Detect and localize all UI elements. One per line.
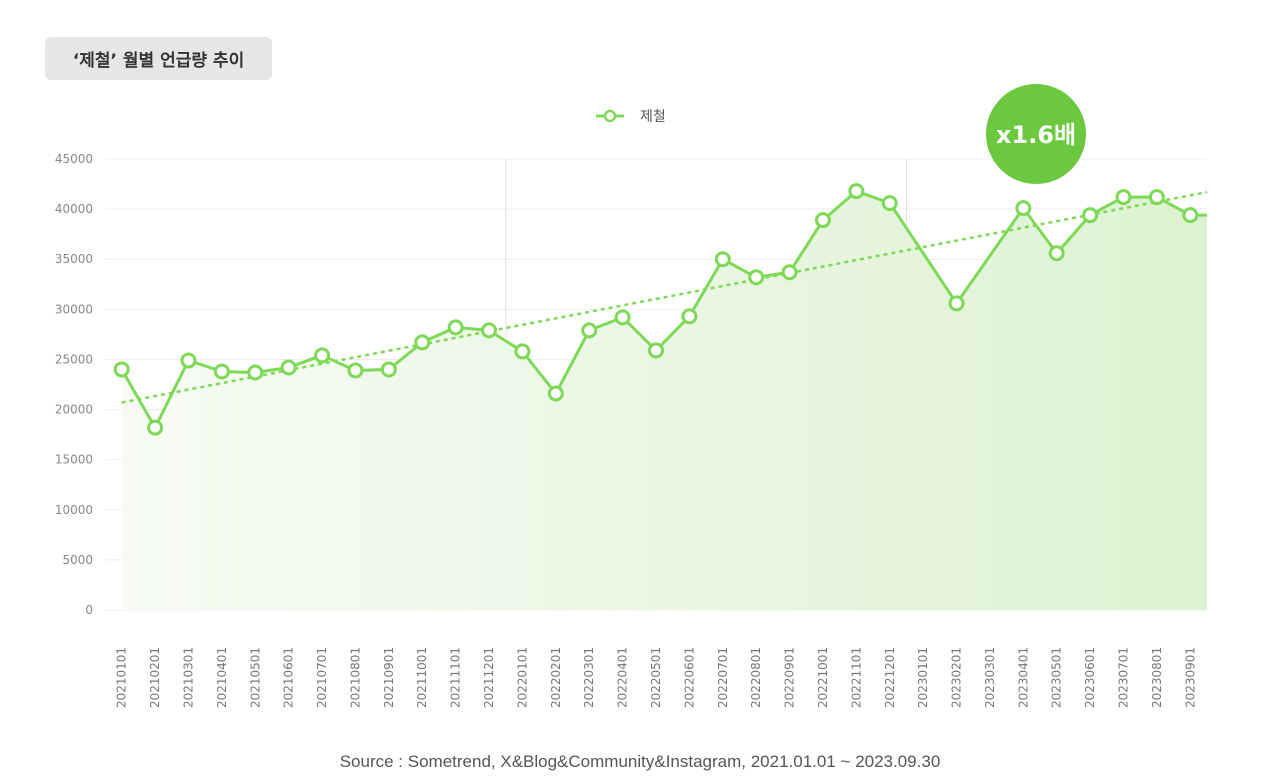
x-tick-label: 20220101 xyxy=(515,647,529,708)
data-point xyxy=(1115,189,1132,206)
data-point xyxy=(380,361,397,378)
x-tick-label: 20221001 xyxy=(816,647,830,708)
data-point xyxy=(247,364,264,381)
x-tick-label: 20230401 xyxy=(1016,647,1030,708)
x-tick-label: 20230701 xyxy=(1117,647,1131,708)
data-point xyxy=(481,322,498,339)
x-tick-label: 20210401 xyxy=(215,647,229,708)
x-tick-label: 20220801 xyxy=(749,647,763,708)
data-point xyxy=(180,352,197,369)
data-point xyxy=(113,361,130,378)
y-tick-label: 35000 xyxy=(55,252,93,266)
x-tick-label: 20220601 xyxy=(682,647,696,708)
data-point xyxy=(147,419,164,436)
source-note: Source : Sometrend, X&Blog&Community&Ins… xyxy=(339,752,941,771)
data-point xyxy=(714,251,731,268)
data-point xyxy=(681,308,698,325)
legend-marker xyxy=(603,109,617,123)
x-tick-label: 20220901 xyxy=(783,647,797,708)
x-tick-label: 20220501 xyxy=(649,647,663,708)
y-tick-label: 45000 xyxy=(55,152,93,166)
data-point xyxy=(814,212,831,229)
x-tick-label: 20221201 xyxy=(883,647,897,708)
x-tick-label: 20210801 xyxy=(348,647,362,708)
x-tick-label: 20210601 xyxy=(282,647,296,708)
y-tick-label: 5000 xyxy=(62,553,93,567)
growth-badge-circle xyxy=(986,84,1086,184)
x-tick-label: 20230201 xyxy=(950,647,964,708)
data-point xyxy=(547,385,564,402)
y-tick-label: 30000 xyxy=(55,302,93,316)
data-point xyxy=(447,319,464,336)
x-tick-label: 20220401 xyxy=(616,647,630,708)
x-tick-label: 20210201 xyxy=(148,647,162,708)
y-tick-label: 20000 xyxy=(55,403,93,417)
data-point xyxy=(881,195,898,212)
x-tick-label: 20230801 xyxy=(1150,647,1164,708)
x-tick-label: 20220201 xyxy=(549,647,563,708)
series-area-jecheol xyxy=(121,191,1207,610)
data-point xyxy=(280,359,297,376)
x-tick-label: 20211201 xyxy=(482,647,496,708)
y-tick-label: 10000 xyxy=(55,503,93,517)
x-tick-label: 20210301 xyxy=(181,647,195,708)
x-tick-label: 20210101 xyxy=(115,647,129,708)
series-line-jecheol xyxy=(120,189,1207,430)
x-tick-label: 20230901 xyxy=(1183,647,1197,708)
y-tick-label: 15000 xyxy=(55,453,93,467)
x-tick-label: 20221101 xyxy=(849,647,863,708)
data-point xyxy=(1015,200,1032,217)
data-point xyxy=(614,309,631,326)
legend: 제철 xyxy=(596,109,666,125)
data-point xyxy=(748,269,765,286)
data-point xyxy=(1148,189,1165,206)
data-point xyxy=(581,322,598,339)
y-tick-label: 25000 xyxy=(55,352,93,366)
x-tick-label: 20230101 xyxy=(916,647,930,708)
growth-badge: x1.6배 xyxy=(986,84,1086,184)
x-tick-label: 20210901 xyxy=(382,647,396,708)
x-tick-label: 20211001 xyxy=(415,647,429,708)
legend-label: 제철 xyxy=(640,109,666,125)
data-point xyxy=(347,362,364,379)
data-point xyxy=(781,264,798,281)
growth-badge-label: x1.6배 xyxy=(996,121,1076,149)
data-point xyxy=(1048,245,1065,262)
data-point xyxy=(1082,207,1099,224)
data-point xyxy=(948,295,965,312)
y-tick-label: 0 xyxy=(85,603,93,617)
x-tick-label: 20211101 xyxy=(449,647,463,708)
data-point xyxy=(314,347,331,364)
x-tick-label: 20230601 xyxy=(1083,647,1097,708)
x-tick-label: 20220701 xyxy=(716,647,730,708)
data-point xyxy=(414,334,431,351)
x-tick-label: 20210501 xyxy=(248,647,262,708)
data-point xyxy=(213,363,230,380)
data-point xyxy=(514,343,531,360)
data-point xyxy=(1182,207,1199,224)
y-tick-label: 40000 xyxy=(55,202,93,216)
x-tick-label: 20230501 xyxy=(1050,647,1064,708)
data-point xyxy=(648,342,664,359)
trendline xyxy=(121,190,1208,404)
x-tick-label: 20230301 xyxy=(983,647,997,708)
x-tick-label: 20210701 xyxy=(315,647,329,708)
chart-title-badge: ‘제철’ 월별 언급량 추이 xyxy=(45,37,272,80)
data-point xyxy=(848,183,865,200)
x-tick-label: 20220301 xyxy=(582,647,596,708)
